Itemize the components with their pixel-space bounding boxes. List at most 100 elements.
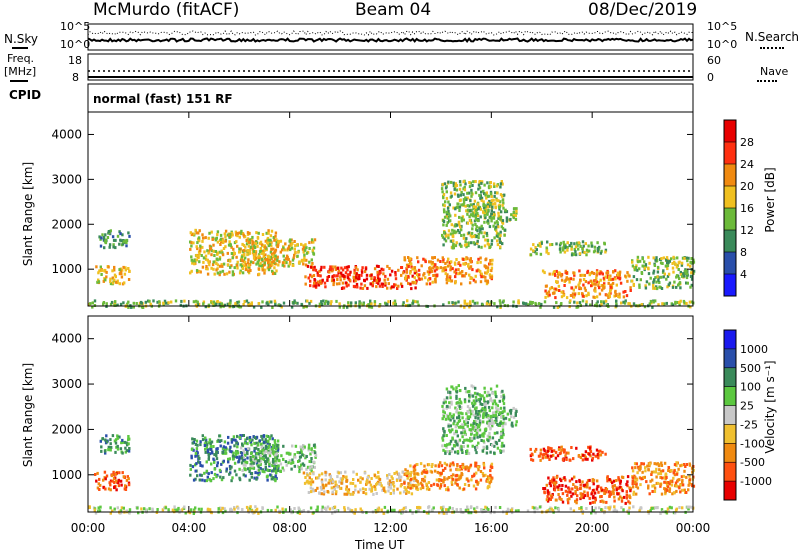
velocity-cell	[339, 477, 343, 481]
velocity-cell	[639, 466, 642, 470]
velocity-cell	[471, 474, 474, 478]
power-cell	[353, 285, 356, 288]
velocity-cell	[210, 462, 213, 466]
velocity-cell	[677, 467, 680, 471]
power-cell	[460, 234, 463, 237]
velocity-cell	[484, 400, 487, 404]
velocity-cell	[634, 475, 637, 479]
power-cell	[235, 255, 238, 259]
velocity-cell	[309, 506, 313, 510]
power-cell	[265, 301, 268, 305]
velocity-cell	[205, 479, 209, 483]
power-cell	[119, 302, 123, 306]
velocity-cell	[538, 505, 542, 509]
velocity-xtick-label: 16:00	[474, 521, 509, 535]
velocity-cell	[127, 481, 131, 485]
power-cell	[587, 281, 590, 285]
velocity-cell	[109, 442, 112, 446]
power-cell	[559, 303, 563, 306]
velocity-cell	[468, 393, 471, 397]
velocity-cell	[336, 475, 339, 479]
power-cell	[504, 208, 507, 212]
power-cell	[465, 245, 468, 249]
velocity-cell	[664, 490, 667, 494]
velocity-cell	[238, 455, 241, 459]
power-cell	[460, 219, 463, 223]
power-cell	[218, 264, 222, 268]
power-cell	[244, 263, 248, 267]
velocity-cell	[203, 479, 207, 483]
power-cell	[241, 242, 244, 246]
power-cell	[378, 272, 381, 276]
power-cell	[643, 260, 646, 264]
velocity-cell	[605, 490, 608, 494]
power-cell	[569, 299, 572, 303]
power-cell	[470, 221, 473, 225]
power-cell	[496, 243, 500, 247]
power-cell	[258, 250, 262, 254]
power-cell	[445, 210, 449, 214]
power-cell	[488, 273, 492, 277]
power-cell	[342, 286, 346, 290]
velocity-cell	[244, 447, 247, 451]
power-cell	[244, 245, 247, 249]
velocity-cell	[650, 470, 654, 474]
power-cell	[376, 274, 380, 278]
velocity-cell	[266, 468, 269, 472]
velocity-cell	[440, 464, 444, 468]
velocity-cell	[259, 459, 263, 463]
power-cell	[457, 268, 460, 272]
velocity-region-8	[466, 406, 518, 428]
power-region-2	[98, 229, 131, 250]
power-cell	[323, 265, 326, 269]
power-cell	[652, 286, 655, 290]
velocity-cell	[421, 478, 424, 482]
power-cell	[495, 220, 499, 224]
velocity-cell	[269, 473, 272, 477]
power-cell	[229, 299, 232, 303]
noise-tick-left-top: 10^5	[60, 20, 91, 33]
power-cell	[223, 232, 226, 236]
power-cell	[144, 300, 147, 304]
power-cell	[114, 246, 117, 250]
velocity-cell	[124, 484, 127, 488]
cpid-panel-frame	[87, 83, 694, 113]
power-cell	[409, 270, 412, 273]
velocity-cell	[468, 415, 472, 419]
velocity-cell	[251, 464, 254, 468]
power-cell	[604, 275, 607, 279]
velocity-cell	[672, 491, 676, 495]
power-cell	[199, 244, 202, 248]
power-cell	[254, 242, 258, 245]
velocity-cell	[475, 423, 478, 426]
velocity-cell	[300, 467, 303, 471]
velocity-cell	[575, 480, 578, 484]
power-cell	[474, 280, 477, 284]
power-cell	[148, 299, 151, 303]
power-cell	[690, 283, 693, 287]
velocity-cell	[329, 474, 332, 478]
power-cell	[420, 277, 424, 281]
power-cell	[499, 230, 502, 234]
power-cell	[197, 231, 200, 235]
power-cell	[667, 283, 670, 287]
power-cell	[495, 198, 498, 202]
power-cell	[614, 277, 617, 281]
velocity-cell	[427, 511, 430, 515]
velocity-cell	[229, 445, 232, 449]
power-region-6	[403, 256, 494, 286]
power-cell	[594, 279, 597, 282]
velocity-cell	[479, 402, 482, 406]
power-cell	[467, 191, 471, 195]
power-cell	[316, 273, 320, 277]
velocity-cell	[426, 486, 430, 490]
velocity-cell	[688, 481, 691, 485]
velocity-cell	[449, 396, 452, 400]
velocity-cell	[308, 460, 311, 463]
power-cell	[674, 300, 677, 304]
velocity-cell	[94, 473, 97, 476]
velocity-cell	[446, 450, 450, 453]
power-cell	[370, 305, 374, 309]
velocity-cell	[498, 506, 502, 509]
power-cell	[624, 290, 627, 293]
